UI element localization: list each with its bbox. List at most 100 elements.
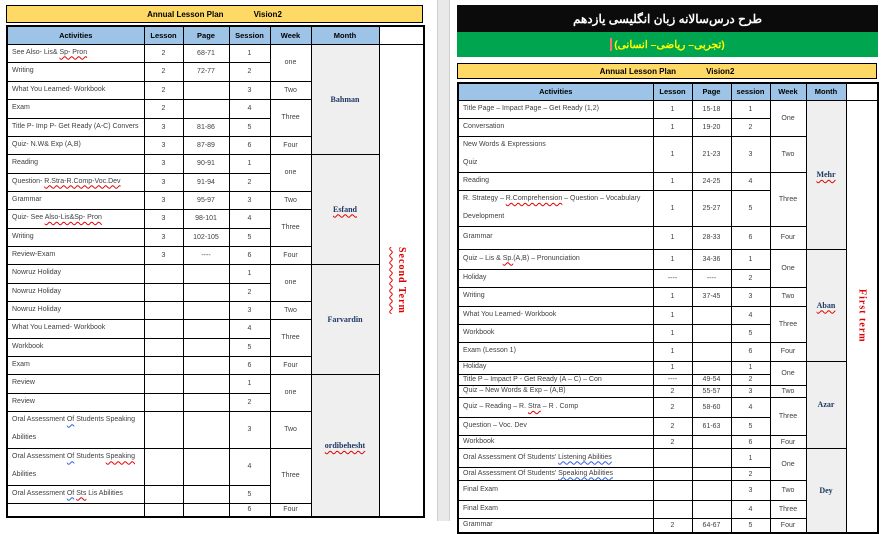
session-cell: 1	[228, 373, 271, 394]
page-cell: 90-91	[182, 153, 230, 174]
table-row: Reading 1 24-25 4 Three	[457, 171, 878, 227]
activity-cell: Exam	[6, 355, 145, 375]
week-cell: Three	[769, 305, 807, 343]
session-cell: 5	[730, 323, 771, 343]
table-row: Nowruz Holiday 1 one Farvardin	[6, 263, 424, 375]
page-cell: 87-89	[182, 135, 230, 155]
table-row: Oral Assessment Of Students Speaking Abil…	[6, 447, 424, 504]
week-cell: Three	[269, 318, 312, 357]
activity-cell: Oral Assessment Of Students Speaking Abil…	[6, 410, 145, 449]
session-cell: 4	[730, 500, 771, 519]
activity-cell: What You Learned- Workbook	[457, 305, 654, 325]
table-row: Oral Assessment Of Students' Listening A…	[457, 448, 878, 533]
week-cell: Three	[769, 397, 807, 436]
table-row: Grammar 1 28-33 6 Four	[457, 225, 878, 250]
session-cell: 6	[228, 355, 271, 375]
month-cell: Azar	[805, 360, 847, 449]
lesson-cell: 1	[652, 135, 693, 173]
activity-cell: Reading	[6, 153, 145, 174]
week-cell: Three	[269, 447, 312, 504]
session-cell: 1	[228, 263, 271, 284]
column-header: Month	[805, 82, 847, 101]
page-cell	[691, 448, 732, 468]
session-cell: 6	[730, 225, 771, 250]
left-plan-title-bar: Annual Lesson Plan Vision2	[6, 5, 423, 23]
session-cell: 2	[228, 172, 271, 192]
week-cell: One	[769, 360, 807, 387]
week-cell: One	[769, 99, 807, 137]
week-cell: Four	[769, 435, 807, 449]
week-cell: Two	[269, 410, 312, 449]
table-row: Exam (Lesson 1) 1 6 Four	[457, 341, 878, 362]
page-cell: 72-77	[182, 61, 230, 82]
activity-cell: Review	[6, 373, 145, 394]
week-cell: one	[269, 373, 312, 412]
activity-cell: Title P – Impact P - Get Ready (A – C) –…	[457, 373, 654, 387]
table-row: 6 Four	[6, 502, 424, 518]
activity-cell: R. Strategy – R.Comprehension – Question…	[457, 189, 654, 227]
activity-cell: Grammar	[6, 190, 145, 210]
page-cell: 61-63	[691, 417, 732, 436]
activity-cell: Holiday	[457, 268, 654, 288]
month-cell: Dey	[805, 448, 847, 533]
activity-cell: Writing	[6, 61, 145, 82]
right-plan-title-bar: Annual Lesson Plan Vision2	[457, 63, 877, 79]
activity-cell: New Words & Expressions Quiz	[457, 135, 654, 173]
month-cell: Esfand	[310, 153, 380, 265]
text-cursor	[610, 38, 613, 51]
activity-cell: Writing	[6, 227, 145, 247]
month-cell: ordibehesht	[310, 373, 380, 518]
table-row: Oral Assessment Of Students Speaking Abil…	[6, 410, 424, 449]
week-cell: One	[769, 448, 807, 481]
activity-cell: Review	[6, 392, 145, 412]
lesson-cell	[143, 300, 184, 320]
column-header: Week	[769, 82, 807, 101]
session-cell: 2	[730, 467, 771, 481]
session-cell: 4	[228, 208, 271, 229]
week-cell: Two	[269, 300, 312, 320]
session-cell: 1	[228, 43, 271, 63]
lesson-cell: 1	[652, 305, 693, 325]
page-cell: 68-71	[182, 43, 230, 63]
header-row: Activities Lesson Page session Week Month	[457, 82, 879, 101]
activity-cell: Question- R.Stra-R.Comp-Voc.Dev	[6, 172, 145, 192]
lesson-cell: 2	[143, 80, 184, 100]
table-row: Title P – Impact P - Get Ready (A – C) –…	[457, 373, 878, 387]
month-cell: Bahman	[310, 43, 380, 155]
activity-cell: Question – Voc. Dev	[457, 417, 654, 436]
activity-cell: Workbook	[6, 337, 145, 357]
week-cell: Two	[769, 385, 807, 398]
lesson-cell	[143, 502, 184, 518]
table-row: Review 2	[6, 392, 424, 412]
week-cell: Four	[769, 341, 807, 362]
page-cell: 98-101	[182, 208, 230, 229]
page-cell: 102-105	[182, 227, 230, 247]
page-cell: 55-57	[691, 385, 732, 398]
week-cell: one	[269, 43, 312, 82]
stream-banner: (تجربی– ریاضی– انسانی)	[457, 32, 878, 57]
page-cell: 81-86	[182, 117, 230, 137]
activity-cell: Title Page – Impact Page – Get Ready (1,…	[457, 99, 654, 119]
page-cell	[691, 467, 732, 481]
activity-cell: Conversation	[457, 117, 654, 137]
session-cell: 4	[730, 171, 771, 191]
session-cell: 6	[730, 341, 771, 362]
lesson-cell: 3	[143, 172, 184, 192]
persian-title-banner: طرح درس‌سالانه زبان انگلیسی یازدهم	[457, 5, 878, 32]
page-cell: 34-36	[691, 248, 732, 270]
table-row: Conversation 1 19-20 2	[457, 117, 878, 137]
month-cell: Farvardin	[310, 263, 380, 375]
lesson-cell: 1	[652, 225, 693, 250]
page-cell: ----	[691, 268, 732, 288]
session-cell: 3	[228, 190, 271, 210]
week-cell: Two	[769, 480, 807, 501]
month-cell: Mehr	[805, 99, 847, 250]
week-cell: Three	[269, 98, 312, 137]
term-column-header	[378, 25, 425, 45]
session-cell: 2	[228, 392, 271, 412]
lesson-cell: 1	[652, 286, 693, 307]
page-cell: 95-97	[182, 190, 230, 210]
page-cell	[691, 323, 732, 343]
lesson-cell	[143, 282, 184, 302]
column-header: session	[730, 82, 771, 101]
